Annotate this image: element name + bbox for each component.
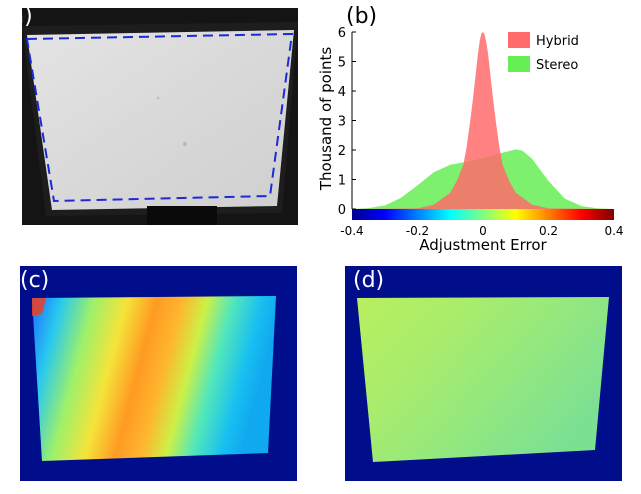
error-map-panel-d: (d) xyxy=(345,266,622,481)
y-tick-label: 2 xyxy=(338,144,346,159)
chart-panel-b: 0 1 2 3 4 5 6 -0.4 -0.2 0 0.2 0.4 Adjustment Error Th… xyxy=(310,0,641,260)
photo-image xyxy=(22,8,298,225)
error-map-c xyxy=(20,266,297,481)
legend-label-hybrid: Hybrid xyxy=(536,34,579,49)
error-surface-c xyxy=(32,296,276,461)
panel-label-b: (b) xyxy=(346,4,378,29)
y-tick-label: 5 xyxy=(338,56,346,71)
x-tick-label: 0.4 xyxy=(604,224,623,238)
legend-label-stereo: Stereo xyxy=(536,58,578,73)
y-tick-label: 4 xyxy=(338,85,346,100)
photo-panel-a: (a) xyxy=(2,6,298,225)
panel-label-d: (d) xyxy=(353,268,385,293)
error-map-d xyxy=(345,266,622,481)
y-tick-label: 0 xyxy=(338,203,346,218)
x-tick-label: 0 xyxy=(479,224,487,238)
legend-swatch-hybrid xyxy=(508,32,530,48)
plate-surface xyxy=(27,30,294,210)
error-map-panel-c: (c) xyxy=(20,266,297,481)
error-surface-d xyxy=(357,297,609,462)
dashed-region-outline xyxy=(25,32,294,203)
y-tick-label: 6 xyxy=(338,26,346,41)
x-axis-label: Adjustment Error xyxy=(419,236,547,254)
legend-swatch-stereo xyxy=(508,56,530,72)
colorbar xyxy=(352,209,614,220)
y-axis-label: Thousand of points xyxy=(317,47,335,192)
histogram-chart: 0 1 2 3 4 5 6 -0.4 -0.2 0 0.2 0.4 Adjustment Error Th… xyxy=(317,26,624,254)
x-tick-label: -0.2 xyxy=(406,224,429,238)
panel-label-a: (a) xyxy=(2,4,33,29)
series-area-hybrid xyxy=(352,32,614,209)
y-tick-label: 1 xyxy=(338,174,346,189)
x-tick-label: 0.2 xyxy=(539,224,558,238)
x-tick-label: -0.4 xyxy=(340,224,363,238)
y-tick-label: 3 xyxy=(338,115,346,130)
panel-label-c: (c) xyxy=(20,268,50,293)
